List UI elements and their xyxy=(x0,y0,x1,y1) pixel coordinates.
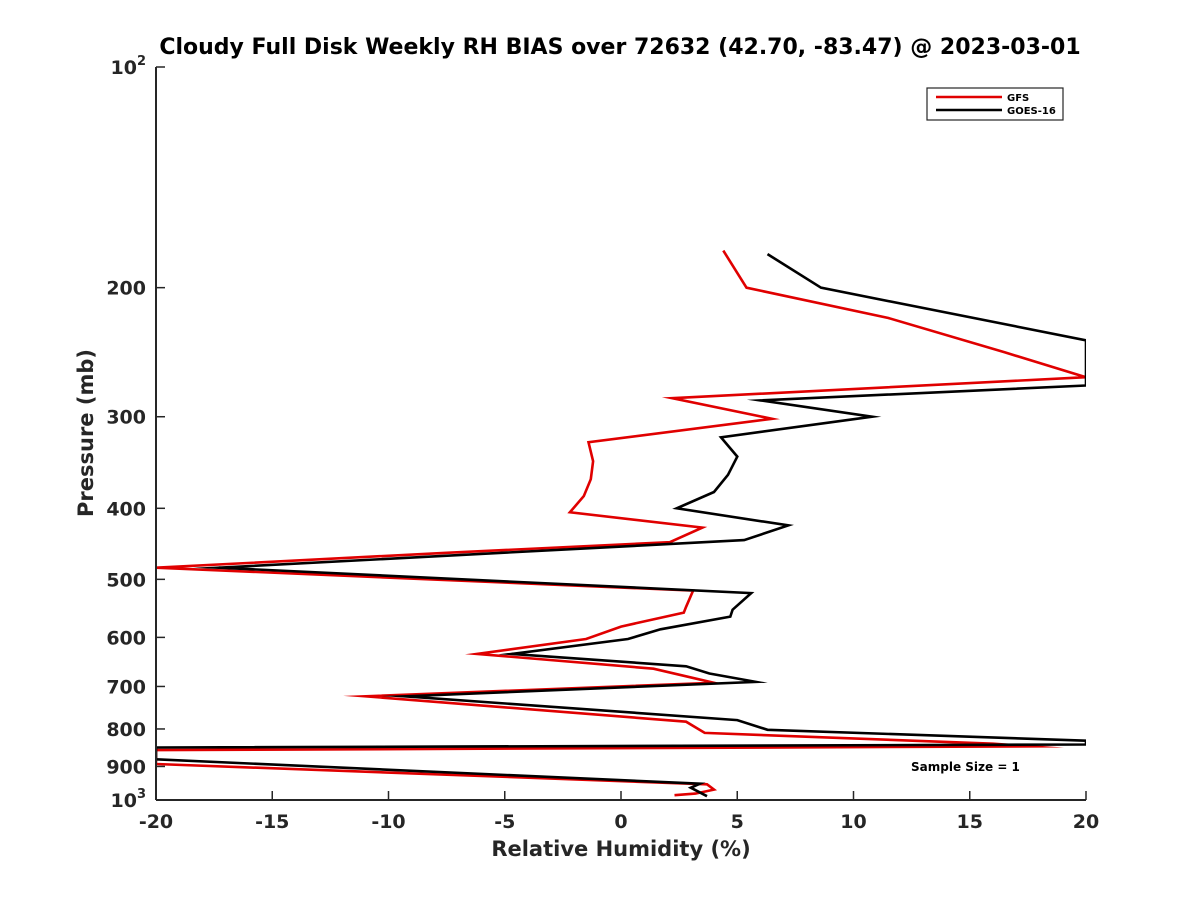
sample-size-annotation: Sample Size = 1 xyxy=(911,760,1020,774)
x-tick-label: 10 xyxy=(840,811,866,833)
x-tick-label: 20 xyxy=(1073,811,1099,833)
y-tick-label: 102 xyxy=(111,54,147,79)
x-tick-label: 0 xyxy=(614,811,627,833)
x-tick-label: -20 xyxy=(139,811,173,833)
x-tick-label: -15 xyxy=(255,811,289,833)
y-tick-label: 500 xyxy=(106,569,146,591)
x-tick-label: 15 xyxy=(957,811,983,833)
x-tick-label: 5 xyxy=(731,811,744,833)
x-axis-label: Relative Humidity (%) xyxy=(491,837,750,861)
y-tick-label: 800 xyxy=(106,719,146,741)
y-tick-label: 400 xyxy=(106,498,146,520)
y-tick-label: 200 xyxy=(106,278,146,300)
series-layer xyxy=(156,249,1086,798)
y-axis-label: Pressure (mb) xyxy=(74,349,98,517)
legend-box xyxy=(926,87,1064,121)
y-ticks: 102 200 300 400 500 600 700 800 900 103 xyxy=(106,54,165,812)
y-tick-label: 300 xyxy=(106,407,146,429)
y-tick-label: 600 xyxy=(106,627,146,649)
chart-title: Cloudy Full Disk Weekly RH BIAS over 726… xyxy=(159,35,1080,60)
x-ticks: -20 -15 -10 -5 0 5 10 15 20 xyxy=(139,791,1099,833)
legend-label-goes16: GOES-16 xyxy=(1007,106,1056,117)
legend-label-gfs: GFS xyxy=(1007,93,1029,104)
x-tick-label: -5 xyxy=(494,811,515,833)
series-line-gfs xyxy=(156,249,1086,797)
legend: GFS GOES-16 xyxy=(926,87,1064,121)
series-line-goes16 xyxy=(156,252,1086,798)
y-tick-label: 103 xyxy=(111,787,147,812)
y-tick-label: 900 xyxy=(106,756,146,778)
y-tick-label: 700 xyxy=(106,676,146,698)
x-tick-label: -10 xyxy=(371,811,405,833)
